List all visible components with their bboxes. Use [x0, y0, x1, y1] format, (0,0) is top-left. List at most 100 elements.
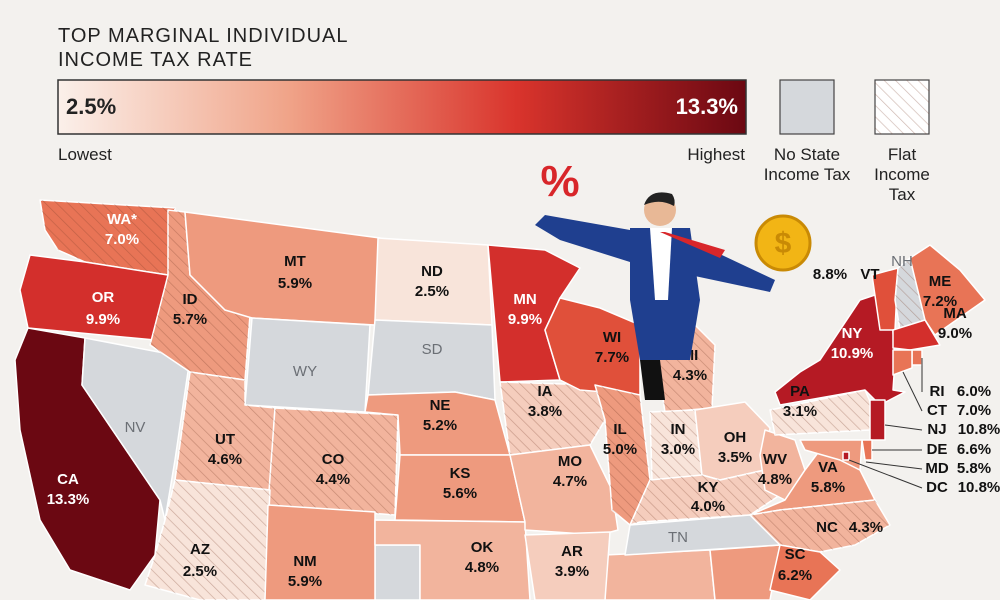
state-abbr: WI [603, 329, 621, 346]
flat-hatch [650, 410, 702, 490]
state-rate: 5.7% [173, 311, 207, 328]
legend-high: Highest [687, 145, 745, 164]
state-abbr: DC [926, 479, 948, 496]
state-abbr: MD [925, 460, 948, 477]
state-abbr: OH [724, 429, 747, 446]
coin [754, 214, 812, 272]
flat-hatch [175, 372, 275, 490]
legend-max: 13.3% [676, 94, 738, 119]
state-unlabeled [374, 544, 421, 600]
title-line: INCOME TAX RATE [58, 49, 253, 71]
state-rate: 5.8% [811, 479, 845, 496]
state-rate: 4.0% [691, 498, 725, 515]
flat-hatch [750, 500, 890, 552]
state-abbr: WY [293, 363, 317, 380]
state-abbr: PA [790, 383, 810, 400]
state-abbr: CT [927, 402, 947, 419]
leader-line [865, 461, 923, 470]
state-abbr: RI [930, 383, 945, 400]
state-rate: 2.5% [183, 563, 217, 580]
gradient-bar [57, 79, 747, 135]
state-rate: 5.2% [423, 417, 457, 434]
state-rate: 6.2% [778, 567, 812, 584]
state-unlabeled [709, 544, 781, 600]
state-rate: 3.1% [783, 403, 817, 420]
percent-icon: % [540, 157, 579, 206]
state-abbr: OK [471, 539, 494, 556]
state-rate: 6.6% [957, 441, 991, 458]
state-rate: 4.3% [673, 367, 707, 384]
state-abbr: KY [698, 479, 719, 496]
state [769, 544, 841, 600]
title-line: TOP MARGINAL INDIVIDUAL [58, 25, 348, 47]
state-abbr: NE [430, 397, 451, 414]
state-rate: 3.0% [661, 441, 695, 458]
state-abbr: AR [561, 543, 583, 560]
state-abbr: NY [842, 325, 863, 342]
state-abbr: TN [668, 529, 688, 546]
tie [660, 232, 725, 258]
arm [535, 215, 630, 262]
state-abbr: IL [613, 421, 626, 438]
state [842, 451, 850, 461]
state-rate: 5.6% [443, 485, 477, 502]
state-rate: 9.9% [508, 311, 542, 328]
state-abbr: MT [284, 253, 306, 270]
state-abbr: NH [891, 253, 913, 270]
legend-min: 2.5% [66, 94, 116, 119]
state-rate: 6.0% [957, 383, 991, 400]
state [869, 399, 886, 441]
state-rate: 3.5% [718, 449, 752, 466]
flat-label: Flat [888, 145, 917, 164]
state-rate: 10.8% [958, 479, 1000, 496]
state-abbr: ID [183, 291, 198, 308]
state-unlabeled [604, 549, 716, 600]
flat-hatch [595, 385, 650, 525]
state-rate: 8.8% [813, 266, 847, 283]
state-rate: 5.0% [603, 441, 637, 458]
flat-hatch [630, 470, 780, 525]
flat-hatch [770, 390, 878, 435]
coin-symbol: $ [775, 227, 792, 260]
no-tax-label: No State [774, 145, 840, 164]
shirt [650, 228, 672, 300]
leader-line [884, 424, 923, 431]
state-rate: 7.0% [957, 402, 991, 419]
state-rate: 4.8% [758, 471, 792, 488]
legs [640, 360, 665, 400]
flat-hatch [268, 408, 398, 515]
state-abbr: NJ [927, 421, 946, 438]
state-abbr: MN [513, 291, 536, 308]
state-abbr: IN [671, 421, 686, 438]
state-rate: 9.0% [938, 325, 972, 342]
state-rate: 7.2% [923, 293, 957, 310]
state-rate: 10.9% [831, 345, 874, 362]
state-rate: 5.9% [278, 275, 312, 292]
leader-line [848, 459, 923, 489]
state-labels: WA* 7.0% OR 9.9% CA 13.3% NV ID 5.7% MT 5.9% WY UT 4.… [47, 211, 1000, 590]
state-rate: 13.3% [47, 491, 90, 508]
flat-hatch [150, 210, 250, 380]
flat-hatch [895, 258, 925, 330]
state-rate: 4.7% [553, 473, 587, 490]
state-abbr: CO [322, 451, 345, 468]
state-abbr: NM [293, 553, 316, 570]
state-abbr: MA [943, 305, 966, 322]
state-rate: 10.8% [958, 421, 1000, 438]
state-abbr: UT [215, 431, 235, 448]
state-abbr: KS [450, 465, 471, 482]
state [374, 237, 493, 326]
state-rate: 4.8% [465, 559, 499, 576]
state-abbr: AZ [190, 541, 210, 558]
state-abbr: MO [558, 453, 582, 470]
state-abbr: WV [763, 451, 787, 468]
state-abbr: OR [92, 289, 115, 306]
state-abbr: WA* [107, 211, 137, 228]
flat-swatch-hatch [875, 80, 929, 134]
state-abbr: CA [57, 471, 79, 488]
state-rate: 5.9% [288, 573, 322, 590]
state-rate: 3.8% [528, 403, 562, 420]
state [799, 439, 863, 471]
hair [644, 192, 675, 206]
